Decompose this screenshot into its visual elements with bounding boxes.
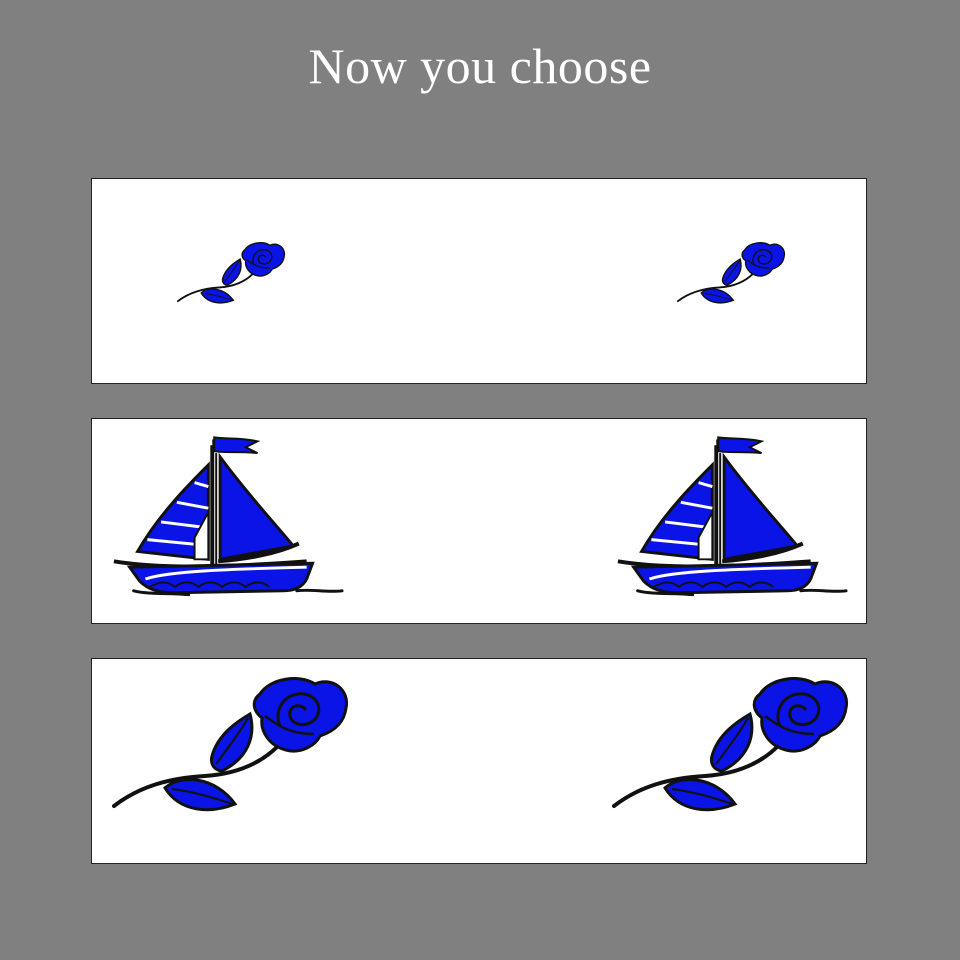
rose-icon: [110, 675, 350, 827]
rose-icon: [676, 241, 786, 304]
sailboat-icon: [615, 435, 849, 597]
choice-option-3[interactable]: [91, 658, 867, 864]
rose-icon: [610, 675, 850, 827]
page-title: Now you choose: [308, 38, 652, 94]
choice-option-2[interactable]: [91, 418, 867, 624]
choice-option-1[interactable]: [91, 178, 867, 384]
rose-icon: [176, 241, 286, 304]
sailboat-icon: [111, 435, 345, 597]
